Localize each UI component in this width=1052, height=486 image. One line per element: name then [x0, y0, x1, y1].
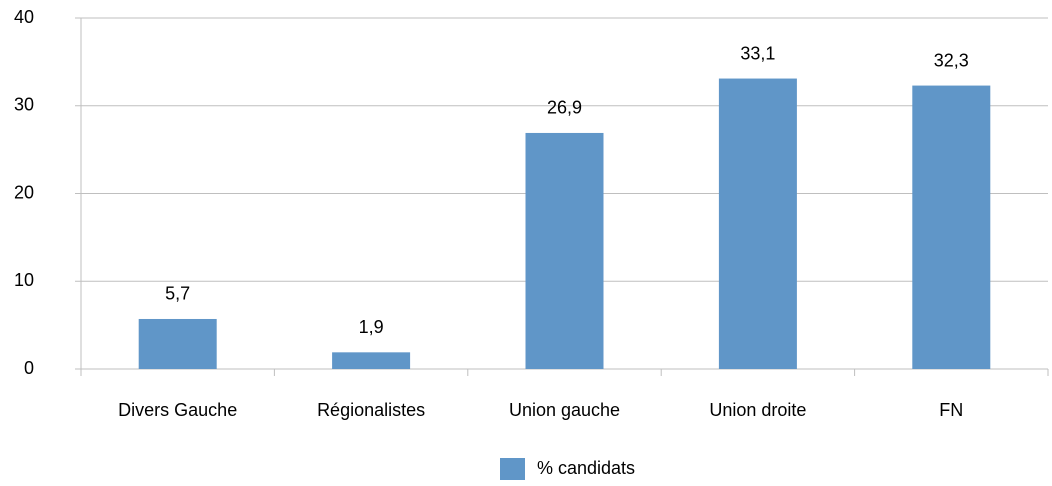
y-tick-label: 10 — [14, 270, 34, 290]
x-tick-label: Divers Gauche — [118, 400, 237, 420]
data-label: 26,9 — [547, 98, 582, 118]
bar — [525, 132, 604, 369]
legend-label: % candidats — [537, 458, 635, 478]
y-tick-label: 40 — [14, 7, 34, 27]
x-tick-label: FN — [939, 400, 963, 420]
data-label: 1,9 — [359, 317, 384, 337]
y-tick-label: 20 — [14, 182, 34, 202]
bar — [332, 352, 411, 369]
data-label: 5,7 — [165, 284, 190, 304]
x-tick-label: Régionalistes — [317, 400, 425, 420]
y-tick-label: 0 — [24, 358, 34, 378]
bar — [912, 85, 991, 369]
x-tick-label: Union gauche — [509, 400, 620, 420]
bar — [718, 78, 797, 370]
data-label: 32,3 — [934, 50, 969, 70]
x-tick-label: Union droite — [709, 400, 806, 420]
y-tick-label: 30 — [14, 95, 34, 115]
data-label: 33,1 — [740, 43, 775, 63]
bar — [138, 318, 217, 369]
legend-swatch — [500, 458, 525, 480]
